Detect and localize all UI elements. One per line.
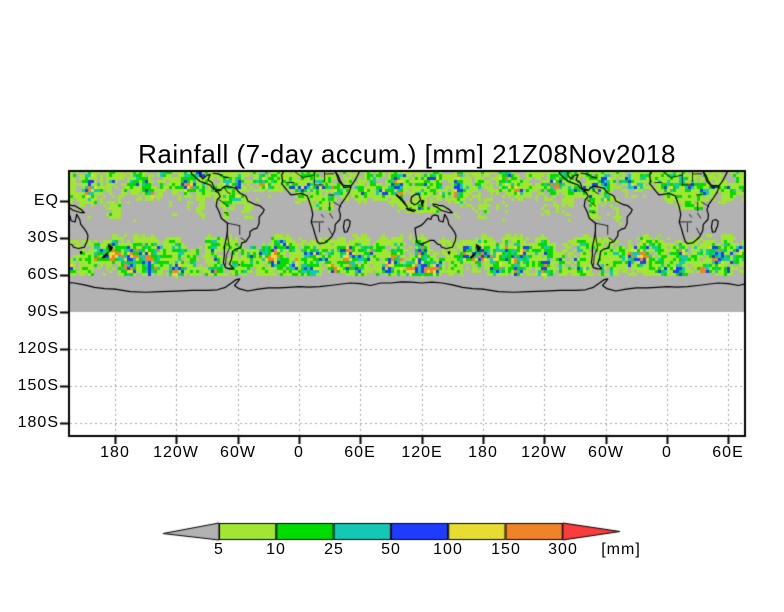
x-tick-label: 120E <box>401 444 443 461</box>
y-tick-label: 30S <box>27 229 59 246</box>
colorbar-tick-label: 25 <box>324 541 344 558</box>
colorbar-unit-label: [mm] <box>601 541 641 558</box>
x-tick-label: 60W <box>220 444 256 461</box>
x-tick-label: 180 <box>100 444 130 461</box>
x-tick-label: 0 <box>662 444 672 461</box>
y-tick-label: 180S <box>17 414 59 431</box>
y-tick-label: 120S <box>17 340 59 357</box>
x-tick-label: 60E <box>712 444 744 461</box>
colorbar-tick-label: 50 <box>381 541 401 558</box>
y-tick-label: 150S <box>17 377 59 394</box>
y-tick-label: 90S <box>27 303 59 320</box>
colorbar-tick-label: 300 <box>548 541 578 558</box>
x-tick-label: 180 <box>468 444 498 461</box>
y-tick-label: 60S <box>27 266 59 283</box>
colorbar-tick-label: 5 <box>214 541 224 558</box>
x-tick-label: 60E <box>344 444 376 461</box>
chart-title: Rainfall (7-day accum.) [mm] 21Z08Nov201… <box>138 139 676 169</box>
colorbar-tick-label: 150 <box>491 541 521 558</box>
colorbar-tick-label: 10 <box>266 541 286 558</box>
colorbar-tick-label: 100 <box>433 541 463 558</box>
x-tick-label: 0 <box>294 444 304 461</box>
x-tick-label: 60W <box>588 444 624 461</box>
y-tick-label: EQ <box>33 192 59 209</box>
x-tick-label: 120W <box>153 444 199 461</box>
x-tick-label: 120W <box>521 444 567 461</box>
